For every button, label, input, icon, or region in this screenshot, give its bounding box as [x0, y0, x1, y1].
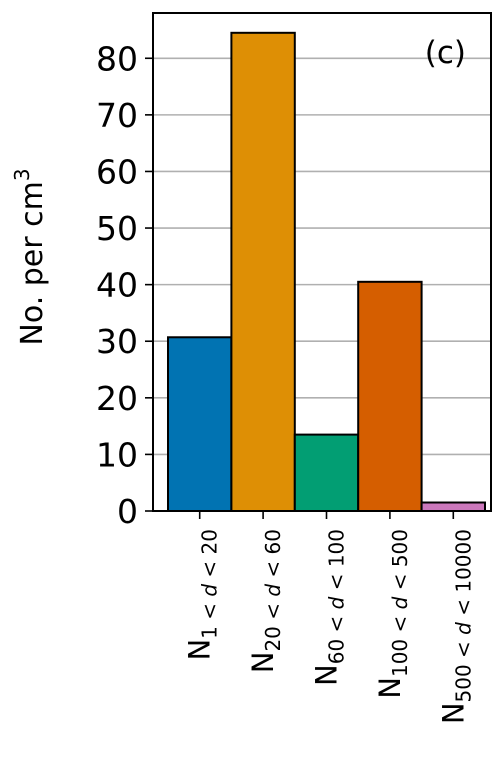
y-tick-label: 20 [96, 379, 138, 418]
svg-text:N500 < d < 10000: N500 < d < 10000 [436, 529, 475, 724]
y-tick-label: 10 [96, 435, 138, 474]
x-tick-label-sub: d [198, 584, 222, 597]
x-tick-label-sub: < 60 [261, 529, 285, 584]
y-axis-ticks: 0 10 20 30 40 50 60 70 80 [96, 39, 153, 531]
bar-3 [293, 433, 360, 512]
y-axis-label: No. per cm3 [10, 168, 50, 345]
plot-frame [152, 12, 492, 512]
x-tick-label: N20 < d < 60 [246, 529, 285, 673]
x-tick-label-main: N [373, 677, 407, 699]
x-tick-label-sub: < 10000 [451, 529, 475, 622]
bar-1 [167, 336, 233, 512]
x-tick-label-sub: 60 < [325, 609, 349, 664]
x-tick-label-sub: < 500 [388, 529, 412, 597]
bars [167, 31, 487, 512]
x-tick-label-main: N [310, 664, 344, 686]
x-tick-label-sub: 1 < [198, 597, 222, 639]
y-tick-label: 50 [96, 209, 138, 248]
bar-4 [357, 280, 423, 512]
y-axis-label-main: No. per cm [15, 181, 50, 345]
y-tick-label: 40 [96, 266, 138, 305]
x-tick-label-sub: 20 < [261, 597, 285, 652]
svg-text:N60 < d < 100: N60 < d < 100 [310, 529, 349, 686]
y-axis-label-sup: 3 [10, 168, 34, 181]
y-tick-label: 60 [96, 152, 138, 191]
panel-label: (c) [425, 35, 466, 71]
y-tick-label: 30 [96, 322, 138, 361]
x-tick-label-sub: d [261, 584, 285, 597]
x-tick-label-main: N [436, 702, 470, 724]
x-tick-label-sub: 500 < [451, 635, 475, 703]
x-tick-label: N1 < d < 20 [183, 529, 222, 661]
x-tick-label: N60 < d < 100 [310, 529, 349, 686]
x-tick-label-main: N [246, 652, 280, 674]
x-tick-label-sub: < 100 [325, 529, 349, 597]
y-tick-label: 70 [96, 96, 138, 135]
svg-text:N1 < d < 20: N1 < d < 20 [183, 529, 222, 661]
svg-text:N100 < d < 500: N100 < d < 500 [373, 529, 412, 699]
x-tick-label: N500 < d < 10000 [436, 529, 475, 724]
svg-text:N20 < d < 60: N20 < d < 60 [246, 529, 285, 673]
x-tick-label-sub: d [451, 622, 475, 635]
bar-2 [230, 31, 296, 512]
svg-text:No. per cm3: No. per cm3 [10, 168, 50, 345]
x-tick-label-sub: 100 < [388, 609, 412, 677]
bar-5 [420, 501, 487, 512]
y-tick-label: 0 [117, 492, 138, 531]
x-tick-label: N100 < d < 500 [373, 529, 412, 699]
x-tick-label-sub: < 20 [198, 529, 222, 584]
x-tick-label-sub: d [388, 596, 412, 609]
y-tick-label: 80 [96, 39, 138, 78]
x-tick-label-main: N [183, 639, 217, 661]
x-tick-label-sub: d [325, 596, 349, 609]
